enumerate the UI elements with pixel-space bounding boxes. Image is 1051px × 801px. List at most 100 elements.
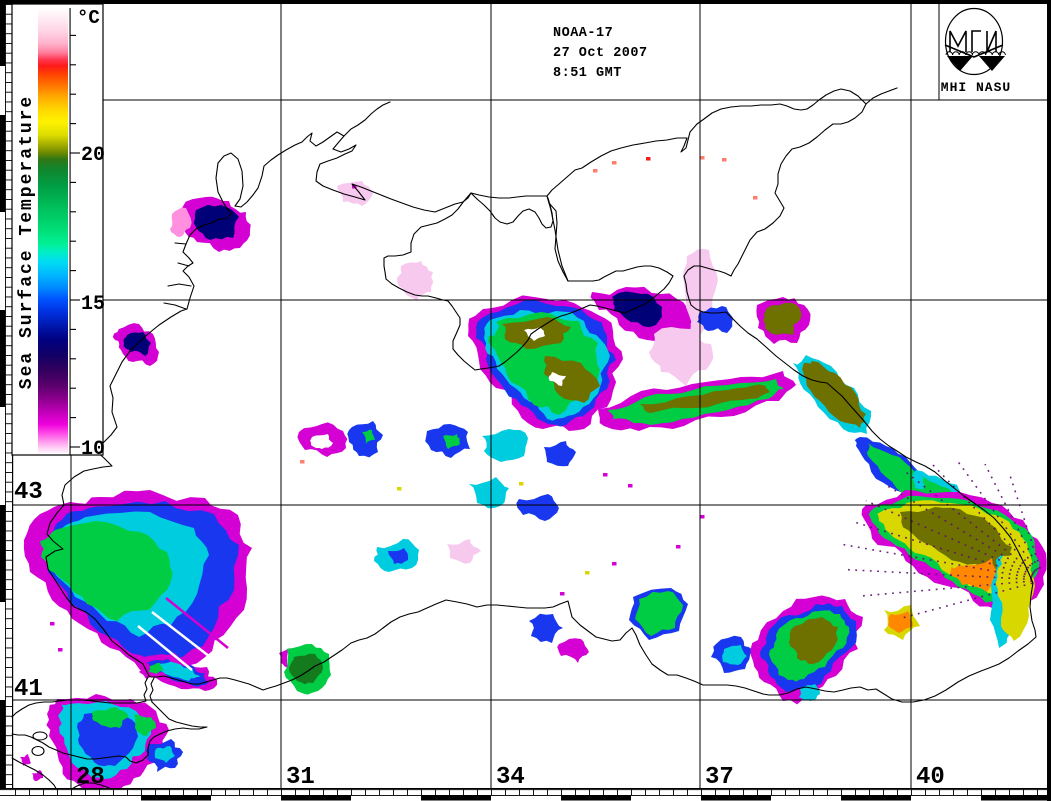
left-ruler-tick <box>5 111 12 113</box>
sst-speck-magenta <box>560 592 565 596</box>
colorbar-title: Sea Surface Temperature <box>17 95 37 389</box>
left-ruler-tick <box>5 355 12 356</box>
left-ruler-tick <box>5 481 12 483</box>
left-ruler-tick <box>5 101 12 103</box>
sst-blob-cyan <box>154 746 175 763</box>
bottom-ruler-tick <box>575 789 576 796</box>
left-ruler-tick <box>5 228 12 230</box>
bottom-ruler-tick <box>197 789 198 796</box>
stipple-ray <box>984 463 1040 570</box>
sst-speck-salmon <box>612 161 617 165</box>
left-ruler-tick <box>5 286 12 288</box>
bottom-ruler-tick <box>813 789 814 796</box>
sst-blob-green <box>134 714 156 736</box>
bottom-ruler-tick <box>617 789 618 796</box>
colorbar-minor-tick <box>70 240 76 242</box>
left-ruler-tick <box>5 550 12 551</box>
bottom-ruler-tick <box>309 789 310 796</box>
bottom-ruler-tick <box>981 789 982 796</box>
left-ruler-tick <box>5 442 12 444</box>
left-ruler-tick <box>5 472 12 473</box>
left-ruler-tick <box>5 745 12 746</box>
left-ruler-tick <box>5 413 12 415</box>
bottom-ruler-tick <box>785 789 786 796</box>
colorbar-minor-tick <box>70 328 76 330</box>
logo-wave-triangles <box>947 56 1005 71</box>
bottom-ruler-tick <box>295 789 296 796</box>
bottom-ruler-tick <box>757 789 758 796</box>
border-top <box>0 0 1051 4</box>
sst-blob-white <box>310 434 333 449</box>
bottom-ruler-tick <box>939 789 940 796</box>
strait-bosphorus <box>143 676 155 703</box>
coastline-black-sea <box>45 88 1037 703</box>
bottom-ruler-tick <box>995 789 996 796</box>
bottom-ruler-tick <box>659 789 660 796</box>
left-ruler-divider <box>5 4 6 790</box>
logo-circle <box>944 7 1004 76</box>
bottom-ruler-tick <box>169 789 170 796</box>
bottom-ruler-tick <box>351 789 352 796</box>
left-ruler-tick <box>5 247 12 249</box>
sst-blob-blue <box>529 613 563 643</box>
sst-blob-green <box>635 591 683 636</box>
sst-speck-magenta <box>612 562 617 566</box>
stipple-ray <box>955 458 1038 571</box>
left-ruler-tick <box>5 345 12 347</box>
sst-blob-cyan <box>482 429 528 462</box>
bottom-ruler-tick <box>743 789 744 796</box>
bottom-ruler-zebra-segment <box>281 795 351 801</box>
sst-blob-cyan <box>469 477 509 509</box>
sst-blob-magenta <box>279 648 290 668</box>
colorbar-minor-tick <box>70 34 76 36</box>
bottom-ruler-tick <box>645 789 646 796</box>
lat-label: 43 <box>14 479 43 506</box>
bottom-ruler-tick <box>183 789 184 796</box>
bottom-ruler-tick <box>897 789 898 796</box>
lon-label: 40 <box>916 764 945 791</box>
left-ruler-tick <box>5 374 12 376</box>
sst-speck-magenta <box>700 515 705 519</box>
bottom-ruler-tick <box>155 789 156 796</box>
colorbar-major-tick <box>70 299 80 301</box>
sst-blob-yellow <box>995 554 1035 641</box>
sst-speck-magenta <box>603 473 608 477</box>
bottom-ruler-tick <box>841 789 842 796</box>
bottom-ruler-tick <box>477 789 478 796</box>
bottom-ruler-tick <box>421 789 422 796</box>
logo-emblem-icon <box>944 30 1004 58</box>
bottom-ruler-tick <box>435 789 436 796</box>
sst-blob-pale_pink <box>649 327 714 386</box>
left-ruler-tick <box>5 4 12 5</box>
left-ruler-tick <box>5 676 12 678</box>
bottom-ruler-tick <box>729 789 730 796</box>
bottom-ruler-tick <box>869 789 870 796</box>
left-ruler-tick <box>5 784 12 785</box>
left-ruler-tick <box>5 706 12 707</box>
logo-wave-scallops <box>945 51 1006 56</box>
sst-speck-magenta <box>628 484 633 488</box>
sst-blob-olive <box>789 617 838 664</box>
sst-blob-cyan <box>155 661 200 681</box>
bottom-ruler-tick <box>1009 789 1010 796</box>
sst-blob-navy <box>193 204 239 240</box>
left-ruler-tick <box>5 403 12 405</box>
bottom-ruler-tick <box>113 789 114 796</box>
bottom-ruler-zebra-segment <box>981 795 1051 801</box>
bottom-ruler-tick <box>1037 789 1038 796</box>
bottom-ruler-tick <box>771 789 772 796</box>
left-ruler-tick <box>5 735 12 737</box>
bottom-ruler-tick <box>715 789 716 796</box>
coastlines <box>11 87 1037 791</box>
bottom-ruler-tick <box>911 789 912 796</box>
bottom-ruler-tick <box>967 789 968 796</box>
left-ruler-tick <box>5 433 12 434</box>
bottom-ruler-tick <box>267 789 268 796</box>
river-don <box>865 87 898 105</box>
bottom-ruler-tick <box>687 789 688 796</box>
coastline-crimea <box>383 192 674 371</box>
left-ruler-tick <box>5 82 12 83</box>
sst-speck-red <box>646 157 651 161</box>
colorbar-minor-tick <box>70 64 76 66</box>
left-ruler-tick <box>5 754 12 756</box>
